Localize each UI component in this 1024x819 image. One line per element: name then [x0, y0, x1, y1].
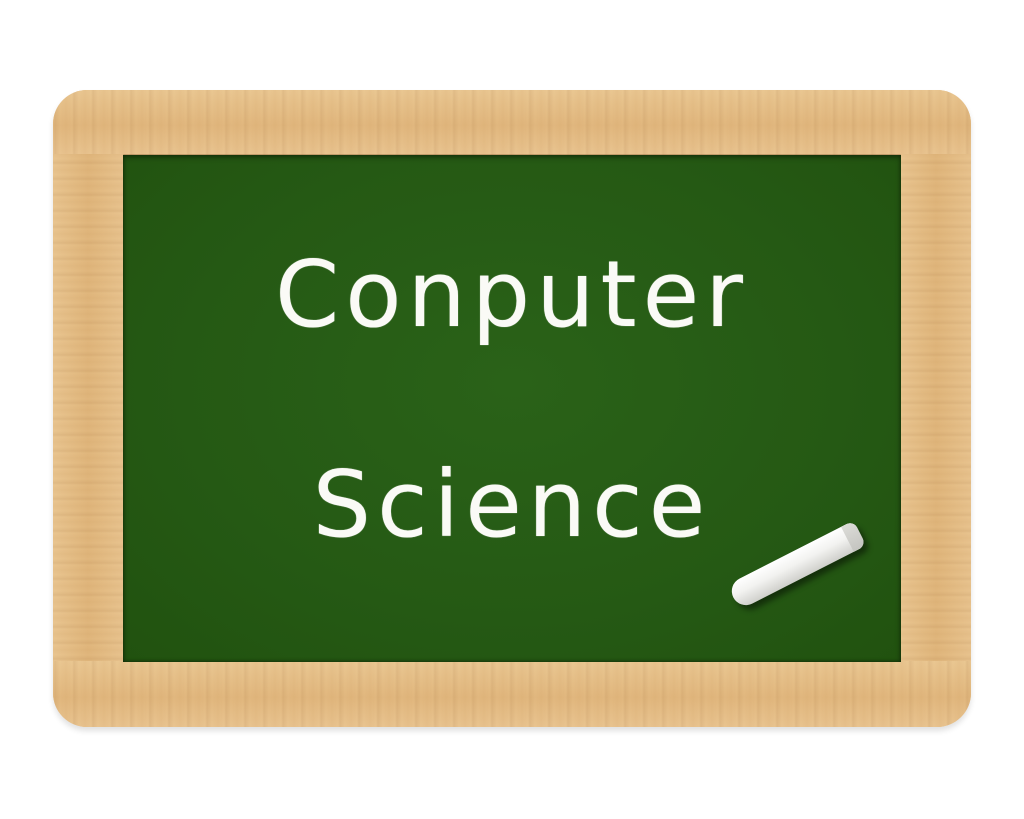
frame-rail-right — [900, 154, 971, 661]
chalk-text-line-2: Science — [312, 451, 712, 558]
frame-rail-bottom — [53, 660, 971, 727]
frame-rail-top — [53, 90, 971, 155]
chalk-text-line-1: Conputer — [274, 241, 750, 348]
chalkboard: Conputer Science — [123, 155, 901, 662]
frame-rail-left — [53, 154, 124, 661]
